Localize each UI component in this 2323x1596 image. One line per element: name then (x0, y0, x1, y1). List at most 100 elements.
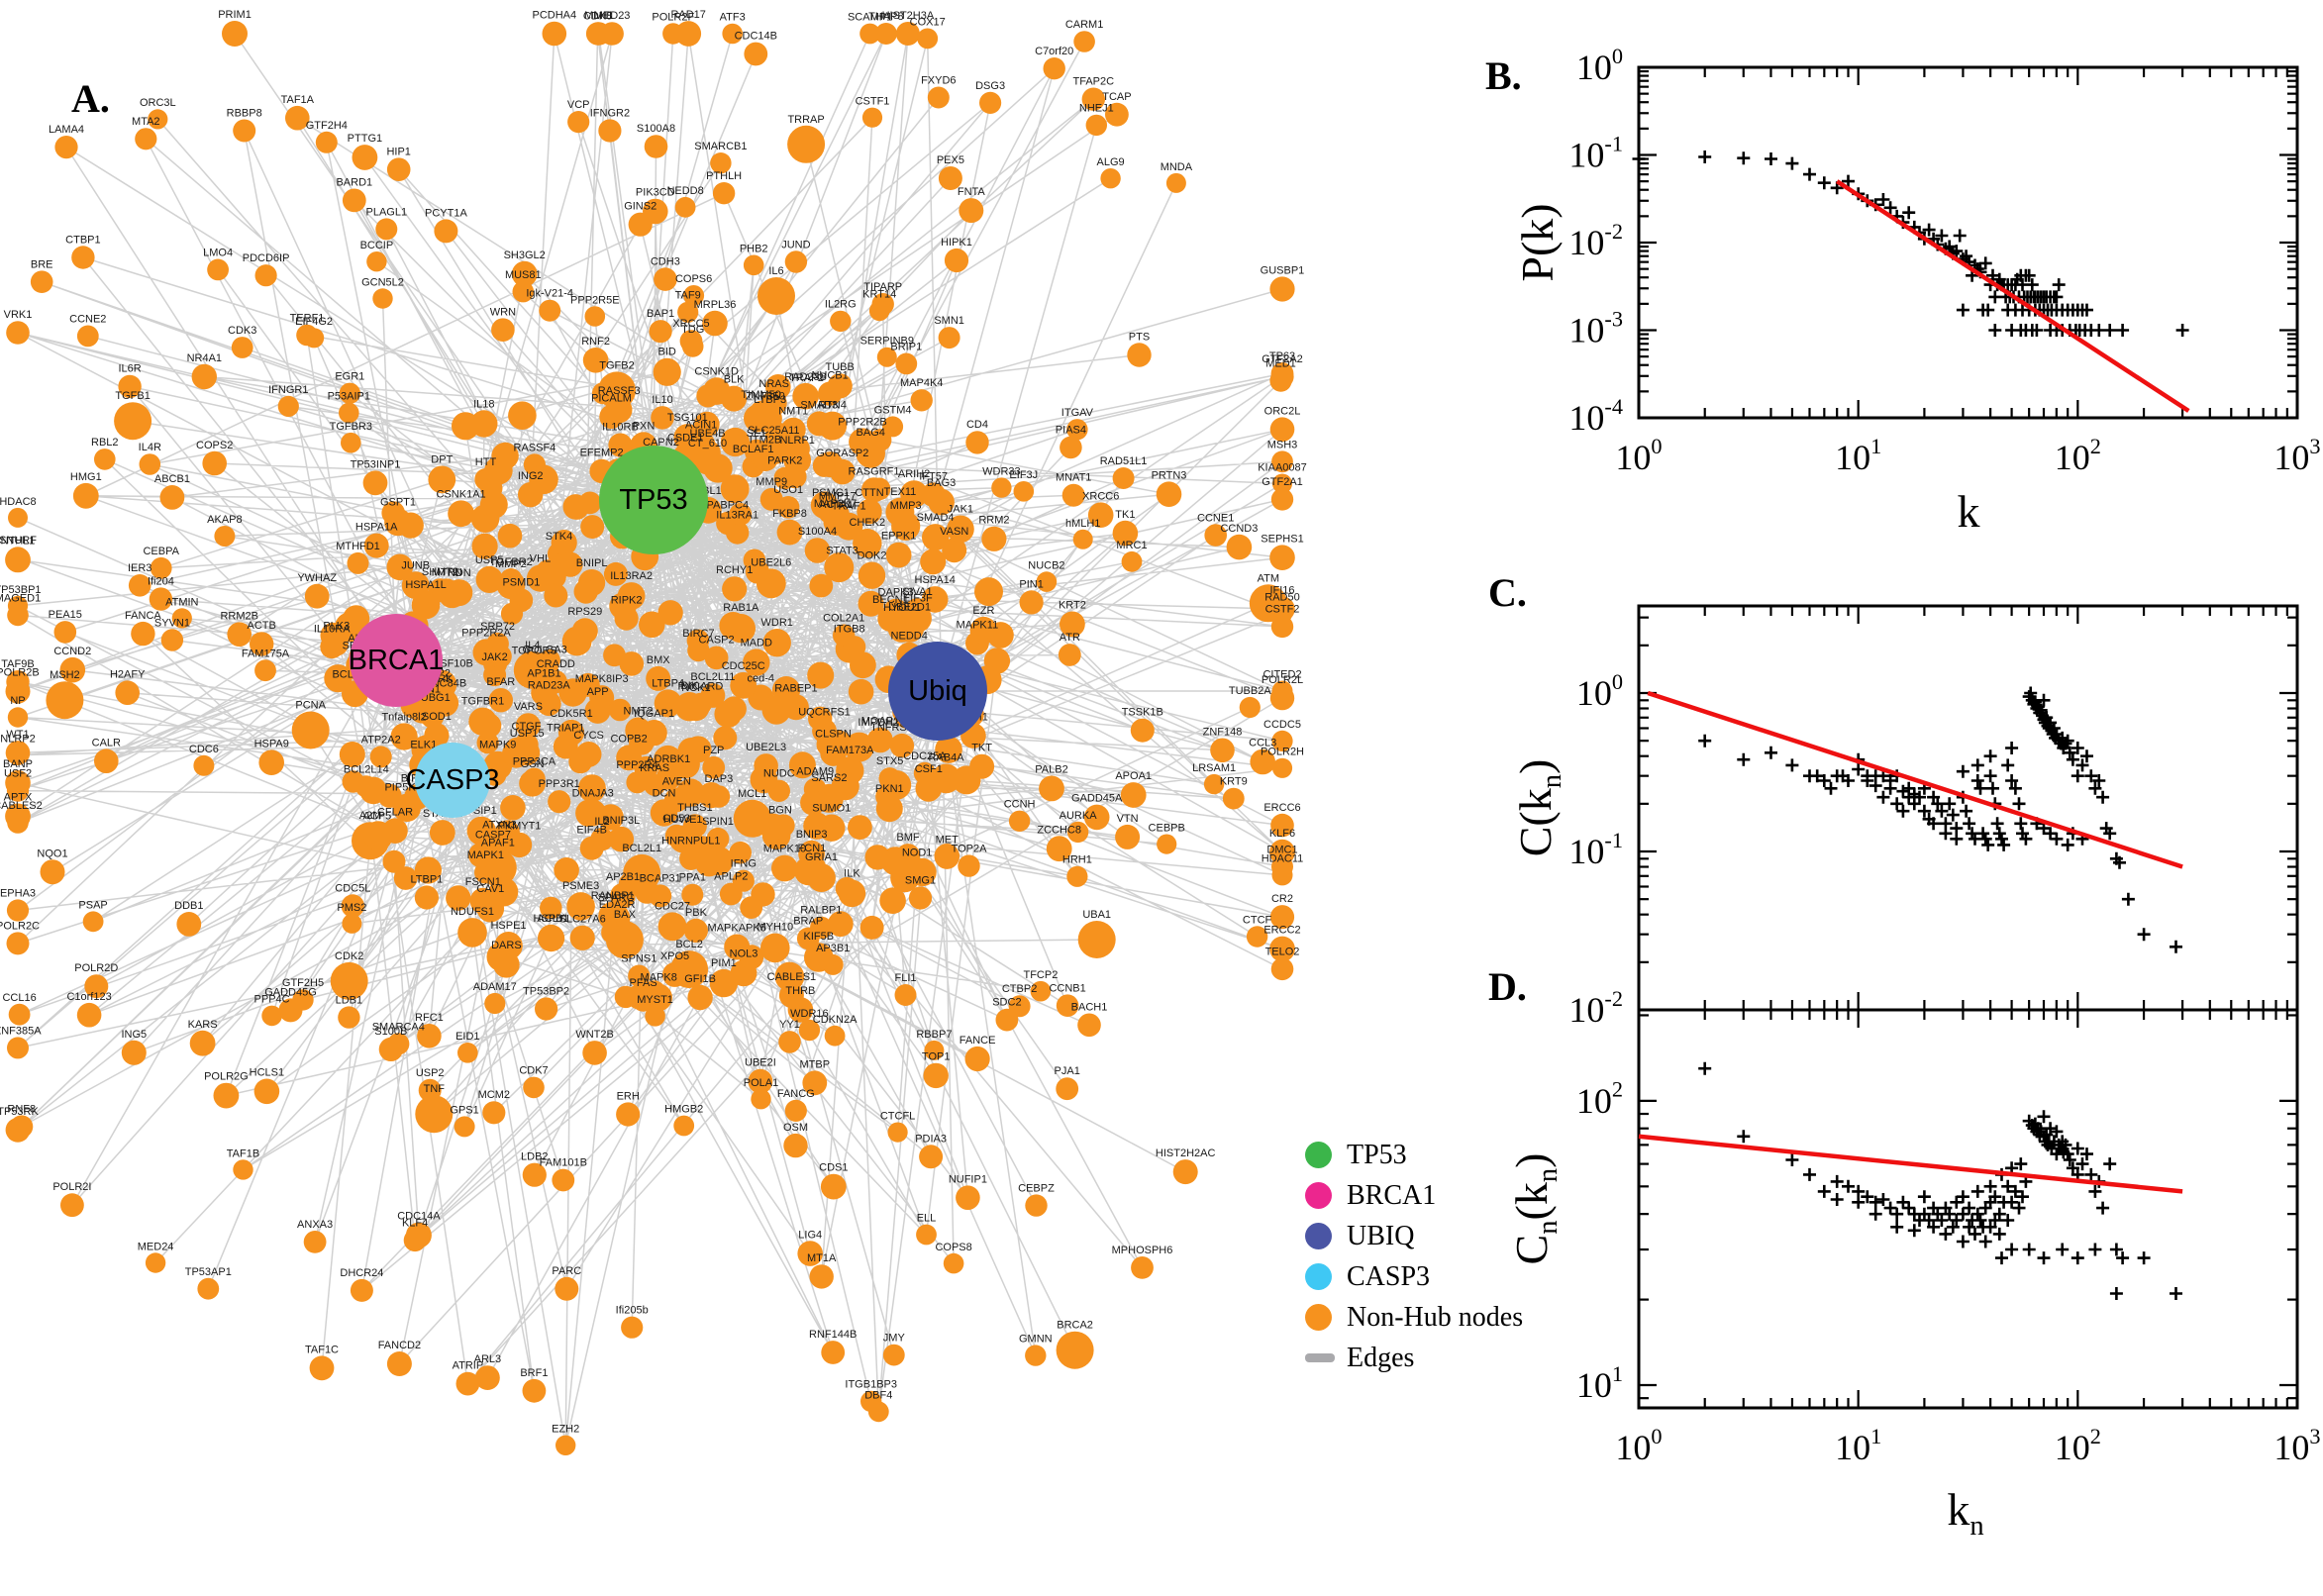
non-hub-node (1121, 550, 1143, 572)
node-label: LIG4 (798, 1229, 822, 1241)
node-label: P53AIP1 (328, 391, 370, 403)
node-label: HIPK1 (941, 237, 972, 249)
non-hub-node (729, 503, 753, 526)
non-hub-node (5, 741, 31, 765)
node-label: MAP2K7 (814, 498, 857, 510)
non-hub-node (608, 826, 635, 852)
legend-item-label: TP53 (1347, 1139, 1407, 1170)
node-label: UBE2L3 (746, 742, 786, 753)
node-label: S100B (374, 1026, 407, 1038)
node-label: BCAP31 (640, 872, 681, 884)
non-hub-node (938, 327, 960, 349)
node-label: PMS2 (337, 902, 366, 914)
node-label: KIF5B (804, 931, 835, 943)
non-hub-node (818, 381, 843, 406)
node-label: ILK (844, 868, 860, 880)
node-label: AP3B1 (816, 943, 850, 954)
node-label: VASN (940, 526, 968, 538)
node-label: Tnfaip8l2 (381, 711, 426, 723)
non-hub-node (730, 671, 758, 699)
non-hub-node (753, 446, 778, 472)
non-hub-node (721, 696, 747, 722)
non-hub-node (341, 432, 361, 453)
non-hub-node (683, 285, 705, 306)
non-hub-node (1056, 994, 1079, 1017)
node-label: YWHAZ (297, 572, 337, 584)
non-hub-node (71, 246, 95, 269)
node-label: PARC (552, 1265, 581, 1277)
non-hub-node (1056, 1077, 1079, 1101)
non-hub-node (704, 646, 729, 670)
node-label: PCDHA4 (532, 10, 576, 22)
non-hub-node (339, 382, 360, 404)
non-hub-node (885, 542, 912, 568)
node-label: TGFB1 (115, 390, 150, 402)
node-label: RBL2 (91, 437, 119, 449)
non-hub-node (1246, 926, 1268, 948)
non-hub-node (858, 590, 884, 617)
non-hub-node (558, 678, 587, 707)
non-hub-node (551, 530, 577, 556)
non-hub-node (788, 751, 816, 779)
node-label: CABLES1 (767, 971, 817, 983)
non-hub-node (7, 1037, 29, 1059)
node-label: MET (936, 834, 960, 846)
non-hub-node (858, 561, 886, 589)
non-hub-node (850, 651, 876, 679)
node-label: RABEP1 (774, 682, 817, 694)
legend-item-label: Non-Hub nodes (1347, 1301, 1524, 1333)
node-label: LDB2 (521, 1151, 549, 1163)
node-label: RPS29 (567, 606, 602, 618)
non-hub-node (1073, 31, 1095, 52)
non-hub-node (1060, 436, 1082, 459)
node-label: MAPK9 (479, 740, 516, 751)
non-hub-node (455, 1371, 480, 1396)
node-label: ATRIP (453, 1360, 484, 1372)
non-hub-node (965, 431, 989, 454)
node-label: GTF2A1 (1262, 476, 1303, 488)
non-hub-node (584, 697, 611, 724)
node-label: BCCIP (360, 240, 394, 251)
node-label: NUCB1 (811, 369, 848, 381)
node-label: C1orf123 (66, 991, 111, 1003)
non-hub-node (471, 533, 498, 559)
node-label: MAPK10 (763, 844, 806, 855)
non-hub-node (1270, 957, 1294, 981)
non-hub-node (806, 411, 832, 437)
node-label: NCK1 (681, 682, 710, 694)
node-label: PZP (703, 745, 724, 756)
node-label: SUMO1 (812, 803, 851, 815)
non-hub-node (1066, 865, 1088, 887)
node-label: CCNH (1004, 799, 1036, 811)
node-label: THAP8 (868, 11, 903, 23)
non-hub-node (935, 736, 962, 763)
tick-label: 101 (1835, 1424, 1881, 1467)
node-label: OSM (783, 1122, 808, 1134)
node-label: NUCB2 (1028, 559, 1064, 571)
node-label: POLR2H (1261, 747, 1304, 758)
plot-frame (1637, 1008, 2299, 1410)
non-hub-node (6, 932, 30, 955)
node-label: UBE2D1 (888, 602, 931, 614)
non-hub-node (879, 887, 906, 914)
non-hub-node (1203, 773, 1225, 795)
non-hub-node (499, 568, 523, 591)
node-label: ORC3L (140, 97, 176, 109)
node-label: CSDE1 (667, 433, 704, 445)
node-label: EZR (972, 605, 994, 617)
non-hub-node (350, 1278, 373, 1302)
node-label: CCNB1 (1049, 982, 1085, 994)
non-hub-node (1165, 172, 1186, 193)
node-label: IL10 (652, 394, 672, 406)
node-label: COL2A1 (823, 613, 864, 625)
node-label: ADRBK1 (647, 753, 690, 765)
node-label: LTBP3 (754, 394, 786, 406)
non-hub-node (1271, 855, 1293, 878)
node-label: MNAT1 (1056, 472, 1091, 484)
node-label: SMN1 (934, 315, 964, 327)
node-label: MED24 (138, 1241, 174, 1252)
node-label: GRIA1 (805, 851, 838, 863)
node-label: PSMD1 (502, 577, 540, 589)
node-label: APOA1 (1115, 770, 1152, 782)
